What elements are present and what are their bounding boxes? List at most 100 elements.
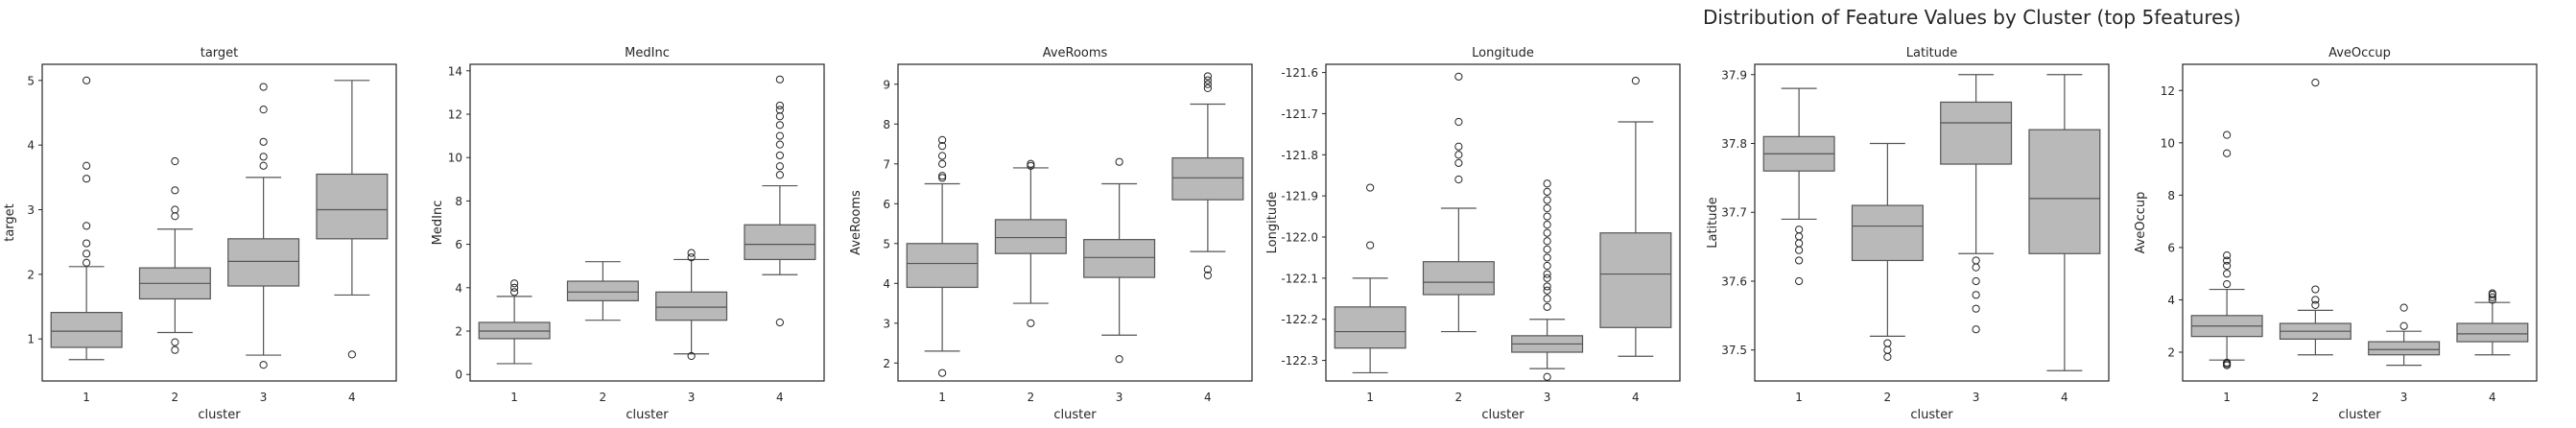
box-cluster-1 bbox=[2190, 131, 2263, 369]
box-cluster-3 bbox=[1511, 179, 1584, 381]
box-cluster-3 bbox=[227, 83, 300, 369]
outlier-point bbox=[1543, 261, 1551, 271]
y-tick-label: 9 bbox=[883, 78, 890, 91]
x-tick-label: 3 bbox=[260, 391, 268, 404]
iqr-box bbox=[655, 291, 728, 321]
subplot-title: Latitude bbox=[1906, 46, 1958, 60]
iqr-box bbox=[1599, 232, 1672, 328]
y-tick-label: 2 bbox=[455, 325, 462, 339]
outlier-point bbox=[83, 76, 91, 84]
outlier-point bbox=[775, 75, 784, 83]
subplot-Longitude: Longitude -122.3 -122.2 -122.1 -122.0 -121.9 -… bbox=[1265, 46, 1681, 422]
outlier-point bbox=[1972, 325, 1980, 334]
outlier-point bbox=[1203, 265, 1212, 273]
outlier-point bbox=[938, 174, 947, 182]
outlier-point bbox=[775, 121, 784, 130]
iqr-box bbox=[316, 173, 389, 240]
outlier-point bbox=[1972, 256, 1980, 265]
outlier-point bbox=[259, 161, 268, 170]
subplot-target: target 1 2 3 4 5 1 2 3 4 cluster target bbox=[3, 46, 397, 422]
y-tick-label: 4 bbox=[2167, 294, 2175, 307]
box-cluster-2 bbox=[1851, 142, 1924, 361]
x-tick-label: 1 bbox=[938, 391, 946, 404]
y-tick-label: 10 bbox=[448, 152, 462, 165]
y-tick-label: -122.3 bbox=[1281, 354, 1318, 368]
y-tick-label: 5 bbox=[883, 237, 890, 250]
x-axis-label: cluster bbox=[1481, 408, 1524, 422]
box-cluster-3 bbox=[655, 249, 728, 361]
y-axis-label: target bbox=[3, 203, 17, 242]
x-tick-label: 4 bbox=[348, 391, 356, 404]
outlier-point bbox=[2223, 270, 2232, 278]
x-tick-label: 1 bbox=[83, 391, 90, 404]
x-tick-label: 1 bbox=[2223, 391, 2231, 404]
y-axis-label: Longitude bbox=[1265, 192, 1280, 254]
y-tick-label: -121.7 bbox=[1281, 107, 1318, 121]
outlier-point bbox=[1972, 304, 1980, 313]
outlier-point bbox=[2399, 321, 2408, 330]
y-tick-label: 2 bbox=[27, 268, 35, 281]
outlier-point bbox=[510, 283, 519, 292]
iqr-box bbox=[2456, 322, 2529, 343]
outlier-point bbox=[1543, 270, 1551, 278]
outlier-point bbox=[259, 153, 268, 161]
y-tick-label: 8 bbox=[2167, 189, 2175, 202]
y-tick-label: -122.1 bbox=[1281, 272, 1318, 285]
box-cluster-4 bbox=[1171, 72, 1244, 280]
y-tick-label: 10 bbox=[2161, 136, 2175, 150]
outlier-point bbox=[2223, 279, 2232, 289]
axes-frame bbox=[2182, 63, 2538, 382]
box-cluster-2 bbox=[994, 159, 1067, 327]
outlier-point bbox=[1543, 221, 1551, 229]
outlier-point bbox=[1543, 253, 1551, 262]
y-tick-label: 7 bbox=[883, 157, 890, 171]
outlier-point bbox=[938, 135, 947, 144]
iqr-box bbox=[2368, 341, 2441, 356]
outlier-point bbox=[171, 345, 179, 354]
y-tick-label: 4 bbox=[883, 277, 890, 291]
outlier-point bbox=[1543, 245, 1551, 253]
box-cluster-3 bbox=[1083, 157, 1156, 364]
outlier-point bbox=[259, 137, 268, 146]
x-tick-label: 4 bbox=[1204, 391, 1212, 404]
y-axis-label: MedInc bbox=[431, 201, 445, 246]
iqr-box bbox=[1422, 261, 1495, 296]
axes-frame bbox=[897, 63, 1253, 382]
outlier-point bbox=[687, 249, 696, 257]
y-axis-label: AveRooms bbox=[849, 190, 863, 255]
y-tick-label: 5 bbox=[27, 74, 35, 87]
y-tick-label: 4 bbox=[27, 139, 35, 153]
outlier-point bbox=[775, 112, 784, 121]
outlier-point bbox=[938, 172, 947, 180]
outlier-point bbox=[1543, 196, 1551, 204]
outlier-point bbox=[259, 361, 268, 369]
outlier-point bbox=[2223, 149, 2232, 157]
outlier-point bbox=[1543, 282, 1551, 291]
outlier-point bbox=[1795, 256, 1804, 265]
subplot-Latitude: Latitude 37.5 37.6 37.7 37.8 37.9 1 2 3 4 cluster L… bbox=[1706, 46, 2110, 422]
x-tick-label: 4 bbox=[2061, 391, 2068, 404]
outlier-point bbox=[171, 205, 179, 214]
y-tick-label: -122.0 bbox=[1281, 231, 1318, 245]
outlier-point bbox=[1543, 237, 1551, 246]
outlier-point bbox=[83, 161, 91, 170]
outlier-point bbox=[1203, 83, 1212, 93]
y-tick-label: 3 bbox=[27, 203, 35, 217]
box-cluster-1 bbox=[50, 76, 123, 361]
outlier-point bbox=[2223, 131, 2232, 139]
box-cluster-4 bbox=[316, 80, 389, 359]
box-cluster-2 bbox=[138, 156, 211, 354]
iqr-box bbox=[744, 224, 816, 261]
outlier-point bbox=[775, 140, 784, 149]
outlier-point bbox=[1795, 239, 1804, 248]
outlier-point bbox=[2223, 261, 2232, 271]
iqr-box bbox=[227, 238, 300, 287]
outlier-point bbox=[1883, 339, 1892, 347]
x-tick-label: 2 bbox=[172, 391, 179, 404]
iqr-box bbox=[566, 280, 639, 301]
outlier-point bbox=[1795, 246, 1804, 254]
outlier-point bbox=[171, 156, 179, 166]
outlier-point bbox=[1631, 77, 1640, 85]
outlier-point bbox=[1543, 203, 1551, 213]
box-cluster-3 bbox=[1940, 74, 2013, 334]
